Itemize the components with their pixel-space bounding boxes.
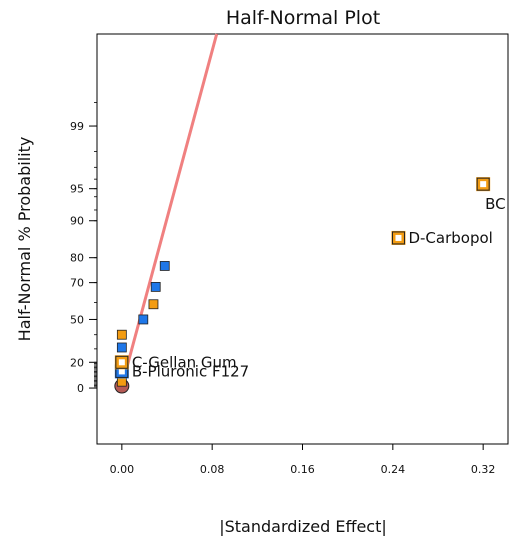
positive-effect-point [476,177,491,192]
chart-title: Half-Normal Plot [226,7,380,29]
negative-effect-point [116,342,127,353]
x-tick-label: 0.08 [200,463,225,476]
x-axis: 0.00 0.08 0.16 0.24 0.32 [110,444,496,476]
y-tick-label: 70 [70,277,84,290]
y-tick-label: 90 [70,215,84,228]
negative-effect-point [138,314,149,325]
y-tick-label: 95 [70,183,84,196]
point-label: C-Gellan Gum [132,353,237,371]
positive-effect-point [391,230,406,245]
point-label: BC [485,195,506,213]
y-tick-label: 99 [70,120,84,133]
x-tick-label: 0.16 [290,463,315,476]
negative-effect-point [150,282,161,292]
y-tick-label: 50 [70,313,84,326]
x-tick-label: 0.00 [110,463,135,476]
x-tick-label: 0.32 [471,463,496,476]
positive-effect-point [148,299,159,310]
x-tick-label: 0.24 [381,463,406,476]
point-outline [476,177,490,191]
negative-effect-point [159,261,170,271]
y-axis-title: Half-Normal % Probability [15,137,34,342]
positive-effect-point [116,329,127,340]
y-tick-label: 20 [70,356,84,369]
fit-line [120,33,219,387]
x-axis-title: |Standardized Effect| [219,517,387,536]
point-label: B-Pluronic F127 [132,362,249,380]
fit-line-group [120,33,219,387]
y-tick-label: 0 [77,382,84,395]
positive-effect-point [116,376,127,387]
point-label: D-Carbopol [408,229,492,247]
point-outline [115,355,129,369]
points-group [114,177,491,394]
positive-effect-point [114,355,129,370]
y-axis: 0 20 50 70 80 90 95 99 [70,120,97,395]
y-tick-label: 80 [70,252,84,265]
point-outline [391,231,405,245]
y-minor-ticks [94,102,97,388]
